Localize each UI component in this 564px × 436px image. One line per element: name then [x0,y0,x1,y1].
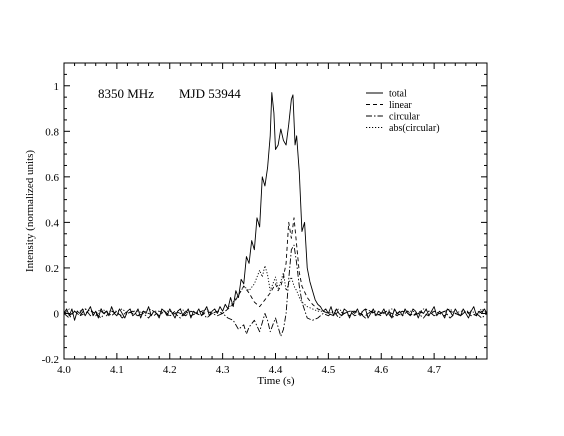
series-line-abs-circular [63,265,488,314]
y-axis-title: Intensity (normalized units) [24,150,36,273]
tick-labels: 4.0 4.1 4.2 4.3 4.4 4.5 4.6 4.7 -0.2 0 0.2 0.4 0.6 0.… [42,81,442,376]
y-tick-label: 0.8 [45,126,59,138]
series-line-linear [63,217,488,317]
series-layer [63,92,488,337]
x-tick-label: 4.3 [216,364,230,376]
x-axis-title: Time (s) [257,375,295,387]
mjd-annotation: MJD 53944 [179,86,241,101]
y-tick-label: 0.2 [45,263,59,275]
x-tick-label: 4.7 [427,364,441,376]
x-tick-label: 4.6 [374,364,388,376]
y-tick-label: 0.4 [45,217,59,229]
axis-ticks [63,62,488,360]
x-tick-label: 4.4 [269,364,283,376]
y-tick-label: 0 [54,308,60,320]
frequency-annotation: 8350 MHz [98,86,154,101]
y-tick-label: 1 [54,81,60,93]
legend-label: circular [389,112,420,123]
x-tick-label: 4.5 [322,364,336,376]
x-tick-label: 4.0 [57,364,71,376]
legend-label: total [389,89,407,100]
y-tick-label: 0.6 [45,172,59,184]
series-line-total [63,92,488,321]
x-tick-label: 4.1 [110,364,124,376]
legend-label: linear [389,100,412,111]
x-tick-label: 4.2 [163,364,177,376]
y-tick-label: -0.2 [42,354,59,366]
legend-label: abs(circular) [389,123,440,134]
